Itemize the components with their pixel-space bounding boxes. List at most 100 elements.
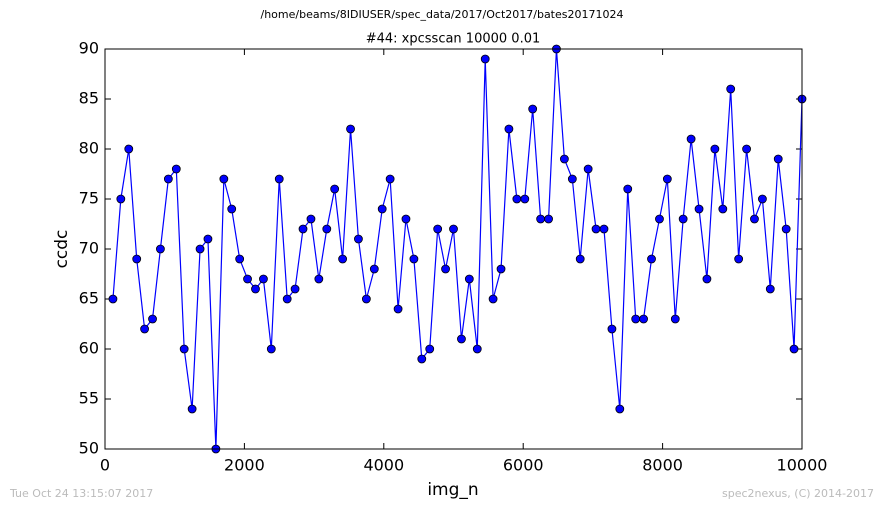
data-point <box>742 144 751 154</box>
data-point <box>274 174 284 184</box>
data-point <box>361 294 371 304</box>
data-point <box>108 294 118 304</box>
data-point <box>409 254 419 264</box>
data-point <box>464 274 474 284</box>
data-point <box>789 344 799 354</box>
data-point <box>148 314 157 324</box>
data-point <box>512 194 522 204</box>
data-point <box>670 314 680 324</box>
data-point <box>583 164 593 174</box>
data-point <box>385 174 395 184</box>
data-point <box>639 314 648 324</box>
data-point <box>124 144 134 154</box>
data-point <box>591 224 601 234</box>
data-point <box>401 214 411 224</box>
data-point <box>187 404 197 414</box>
data-point <box>449 224 458 234</box>
x-tick-label: 6000 <box>503 456 544 475</box>
credit: spec2nexus, (C) 2014-2017 <box>722 487 874 500</box>
data-point <box>662 174 672 184</box>
data-point <box>623 184 633 194</box>
data-point <box>330 184 340 194</box>
y-tick-label: 55 <box>79 389 99 408</box>
y-tick-label: 90 <box>79 39 99 58</box>
data-point <box>314 274 324 284</box>
data-point <box>520 194 530 204</box>
x-tick-label: 4000 <box>363 456 404 475</box>
data-point <box>417 354 427 364</box>
chart-title: #44: xpcsscan 10000 0.01 <box>366 32 541 47</box>
data-point <box>480 54 490 64</box>
data-point <box>243 274 252 284</box>
data-point <box>346 124 355 134</box>
timestamp: Tue Oct 24 13:15:07 2017 <box>9 487 153 500</box>
data-point <box>536 214 546 224</box>
data-point <box>702 274 712 284</box>
data-point <box>132 254 142 264</box>
data-point <box>227 204 237 214</box>
data-point <box>171 164 181 174</box>
data-point <box>607 324 617 334</box>
data-point <box>290 284 300 294</box>
y-tick-label: 80 <box>79 139 99 158</box>
chart-header: /home/beams/8IDIUSER/spec_data/2017/Oct2… <box>261 8 624 21</box>
data-point <box>235 254 245 264</box>
data-point <box>765 284 775 294</box>
x-tick-label: 2000 <box>224 456 265 475</box>
data-point <box>734 254 744 264</box>
x-tick-label: 8000 <box>642 456 683 475</box>
data-point <box>647 254 656 264</box>
y-tick-label: 70 <box>79 239 99 258</box>
data-point <box>219 174 229 184</box>
plot-frame <box>104 48 803 450</box>
y-tick-label: 65 <box>79 289 99 308</box>
data-point <box>298 224 308 234</box>
data-point <box>306 214 316 224</box>
data-point <box>393 304 403 314</box>
data-point <box>559 154 569 164</box>
y-tick-label: 50 <box>79 439 99 458</box>
data-point <box>163 174 173 184</box>
data-point <box>655 214 664 224</box>
data-point <box>140 324 149 334</box>
data-point <box>504 124 514 134</box>
data-point <box>615 404 625 414</box>
data-point <box>179 344 189 354</box>
data-point <box>678 214 688 224</box>
data-point <box>156 244 165 254</box>
data-point <box>116 194 126 204</box>
data-point <box>266 344 276 354</box>
data-point <box>203 234 213 244</box>
data-point <box>686 134 696 144</box>
data-point <box>773 154 783 164</box>
data-point <box>195 244 205 254</box>
x-tick-label: 0 <box>100 456 110 475</box>
y-tick-label: 60 <box>79 339 99 358</box>
x-axis-label: img_n <box>427 480 478 500</box>
data-line <box>112 48 803 450</box>
data-point <box>441 264 450 274</box>
data-point <box>488 294 498 304</box>
data-point <box>758 194 767 204</box>
data-point <box>457 334 466 344</box>
y-tick-label: 75 <box>79 189 99 208</box>
data-point <box>282 294 292 304</box>
data-point <box>472 344 482 354</box>
data-point <box>544 214 553 224</box>
data-point <box>354 234 363 244</box>
data-point <box>369 264 379 274</box>
data-point <box>322 224 332 234</box>
data-point <box>575 254 585 264</box>
data-point <box>425 344 435 354</box>
x-tick-label: 10000 <box>777 456 828 475</box>
data-point <box>631 314 641 324</box>
data-point <box>694 204 704 214</box>
data-point <box>377 204 387 214</box>
data-point <box>710 144 720 154</box>
data-point <box>259 274 268 284</box>
data-point <box>567 174 577 184</box>
data-point <box>726 84 736 94</box>
data-point <box>251 284 260 294</box>
